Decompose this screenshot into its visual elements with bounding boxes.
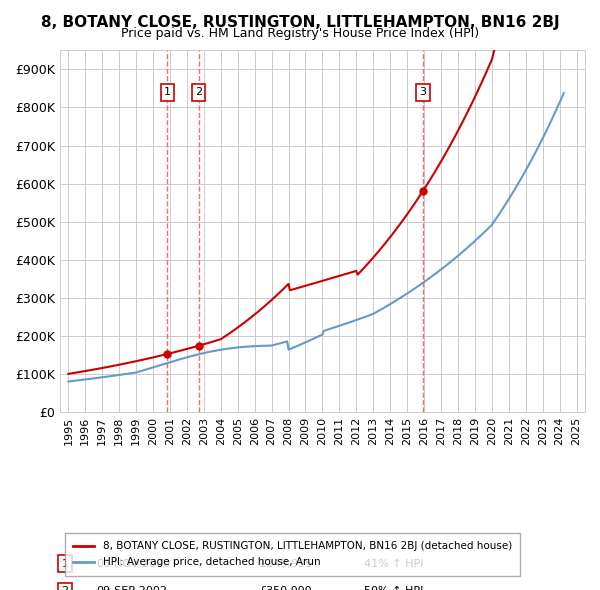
Text: 2: 2 [62, 586, 68, 590]
Text: £350,000: £350,000 [259, 586, 312, 590]
Text: 3: 3 [419, 87, 426, 97]
Text: 1: 1 [62, 559, 68, 569]
Text: 8, BOTANY CLOSE, RUSTINGTON, LITTLEHAMPTON, BN16 2BJ: 8, BOTANY CLOSE, RUSTINGTON, LITTLEHAMPT… [41, 15, 559, 30]
Text: 06-NOV-2000: 06-NOV-2000 [97, 559, 170, 569]
Text: 2: 2 [195, 87, 202, 97]
Text: £249,995: £249,995 [259, 559, 313, 569]
Text: 09-SEP-2002: 09-SEP-2002 [97, 586, 167, 590]
Legend: 8, BOTANY CLOSE, RUSTINGTON, LITTLEHAMPTON, BN16 2BJ (detached house), HPI: Aver: 8, BOTANY CLOSE, RUSTINGTON, LITTLEHAMPT… [65, 533, 520, 576]
Text: 1: 1 [164, 87, 171, 97]
Text: 41% ↑ HPI: 41% ↑ HPI [364, 559, 424, 569]
Text: Price paid vs. HM Land Registry's House Price Index (HPI): Price paid vs. HM Land Registry's House … [121, 27, 479, 40]
Text: 50% ↑ HPI: 50% ↑ HPI [364, 586, 424, 590]
